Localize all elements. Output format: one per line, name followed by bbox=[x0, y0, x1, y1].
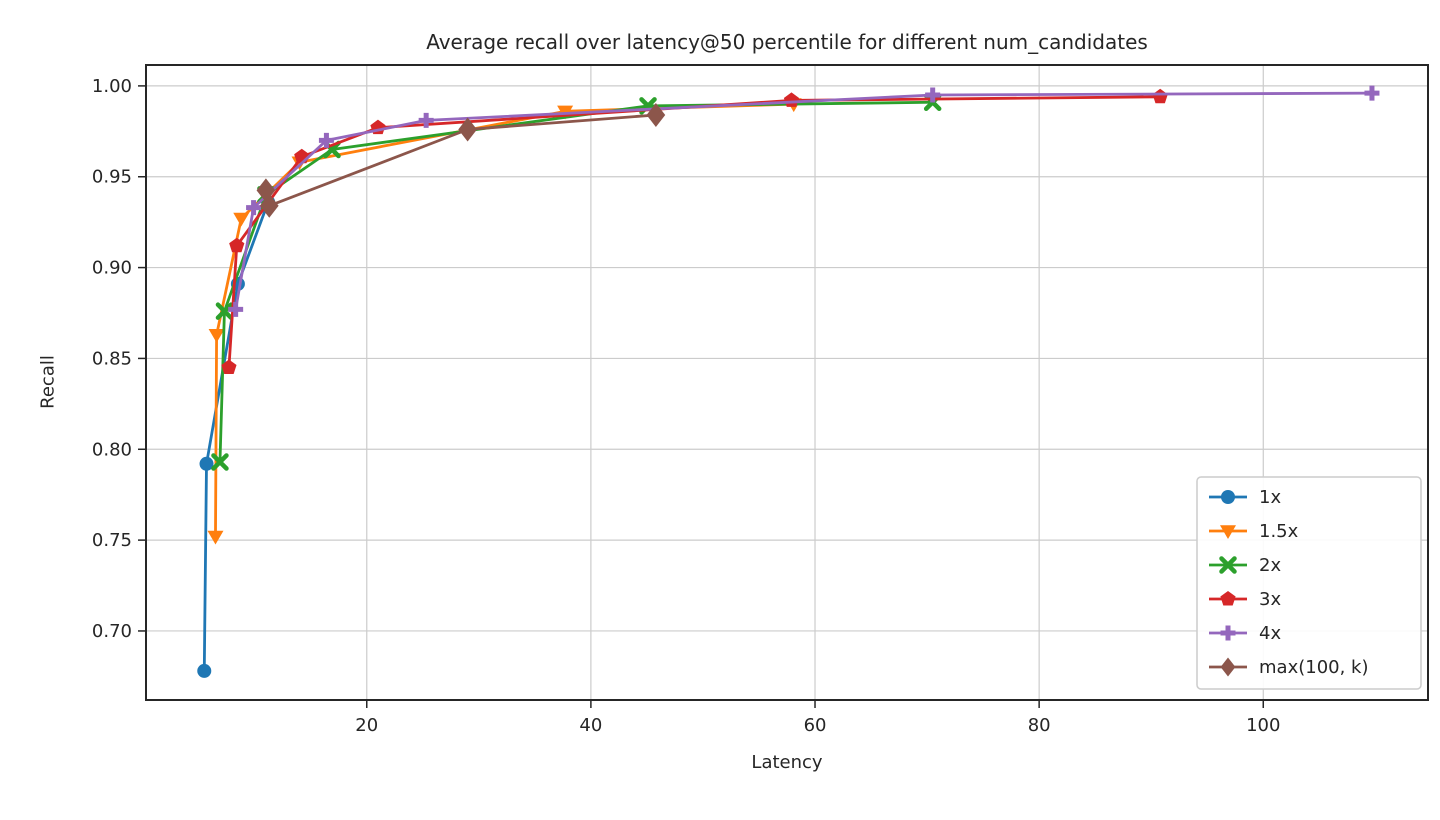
data-point-marker bbox=[221, 359, 237, 374]
x-axis-label: Latency bbox=[751, 752, 823, 773]
legend-box bbox=[1196, 476, 1422, 690]
x-tick-label: 60 bbox=[804, 715, 827, 736]
data-point-marker bbox=[199, 456, 214, 471]
data-point-marker bbox=[646, 102, 666, 127]
y-axis-label: Recall bbox=[37, 355, 59, 409]
plot-border bbox=[145, 64, 1429, 701]
data-point-marker bbox=[458, 117, 477, 142]
y-tick-label: 0.85 bbox=[92, 348, 132, 369]
legend-label: 2x bbox=[1259, 555, 1281, 576]
y-tick-label: 0.95 bbox=[92, 167, 132, 188]
y-tick-label: 1.00 bbox=[92, 76, 132, 97]
series-line bbox=[218, 100, 935, 464]
chart-title: Average recall over latency@50 percentil… bbox=[426, 30, 1148, 54]
data-point-marker bbox=[1221, 490, 1235, 504]
data-point-marker bbox=[1364, 85, 1380, 101]
legend-item-1.5x: 1.5x bbox=[1209, 521, 1299, 542]
grid bbox=[146, 65, 1428, 700]
data-point-marker bbox=[215, 302, 234, 320]
legend-item-3x: 3x bbox=[1209, 589, 1281, 610]
x-tick-label: 100 bbox=[1246, 715, 1280, 736]
series-3x bbox=[221, 88, 1168, 374]
legend-item-max(100, k): max(100, k) bbox=[1209, 657, 1369, 678]
x-tick-label: 80 bbox=[1028, 715, 1051, 736]
data-point-marker bbox=[925, 87, 941, 103]
x-tick-label: 40 bbox=[579, 715, 602, 736]
series-4x bbox=[228, 85, 1380, 317]
data-point-marker bbox=[208, 329, 225, 343]
legend: 1x 1.5x 2x 3x 4x max(100, k) bbox=[1196, 476, 1422, 690]
y-tick-label: 0.90 bbox=[92, 258, 132, 279]
data-point-marker bbox=[1152, 88, 1168, 104]
data-point-marker bbox=[1219, 556, 1237, 574]
data-point-marker bbox=[259, 193, 279, 218]
data-point-marker bbox=[418, 112, 434, 128]
legend-label: 3x bbox=[1259, 589, 1281, 610]
series-line bbox=[234, 91, 1374, 311]
data-point-marker bbox=[211, 453, 229, 471]
data-point-marker bbox=[197, 663, 212, 678]
legend-item-4x: 4x bbox=[1209, 623, 1281, 644]
data-point-marker bbox=[1220, 591, 1236, 606]
y-tick-label: 0.70 bbox=[92, 621, 132, 642]
data-point-marker bbox=[228, 301, 244, 317]
data-point-marker bbox=[246, 200, 262, 216]
legend-label: max(100, k) bbox=[1259, 657, 1369, 678]
x-tick-label: 20 bbox=[355, 715, 378, 736]
data-point-marker bbox=[1220, 625, 1236, 641]
data-point-marker bbox=[783, 92, 800, 107]
legend-label: 1.5x bbox=[1259, 521, 1299, 542]
legend-label: 1x bbox=[1259, 487, 1281, 508]
data-point-marker bbox=[207, 530, 224, 545]
data-point-marker bbox=[233, 212, 250, 227]
series-2x bbox=[211, 93, 942, 471]
data-point-marker bbox=[318, 132, 334, 148]
y-tick-label: 0.75 bbox=[92, 530, 132, 551]
legend-item-2x: 2x bbox=[1209, 555, 1281, 576]
data-point-marker bbox=[294, 148, 310, 164]
data-point-marker bbox=[229, 237, 245, 253]
series-max(100, k) bbox=[256, 102, 666, 218]
y-tick-label: 0.80 bbox=[92, 439, 132, 460]
legend-item-1x: 1x bbox=[1209, 487, 1281, 508]
data-point-marker bbox=[1220, 525, 1236, 539]
axis-ticks: 20 40 60 80 100 0.70 0.75 0.80 0.85 0.90 0.95 1.00 bbox=[92, 76, 1281, 736]
series-line bbox=[227, 95, 1162, 369]
legend-label: 4x bbox=[1259, 623, 1281, 644]
data-point-marker bbox=[1220, 657, 1236, 677]
